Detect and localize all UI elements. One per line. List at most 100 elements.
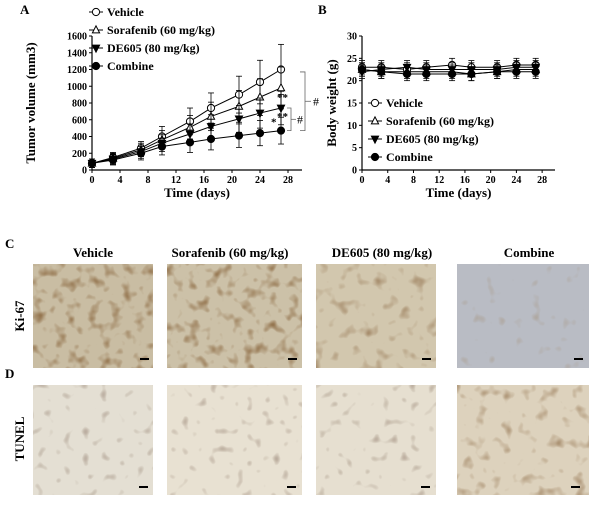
y-tick-label: 15 xyxy=(347,99,357,110)
legend-label: Vehicle xyxy=(386,96,424,110)
data-point xyxy=(234,115,244,125)
x-tick-label: 4 xyxy=(385,175,390,186)
series-line xyxy=(91,87,282,164)
data-point xyxy=(422,69,431,79)
x-tick-label: 12 xyxy=(434,175,444,186)
data-point xyxy=(206,123,216,132)
legend-marker xyxy=(370,98,380,108)
micrograph-ki67-vehicle xyxy=(33,264,153,368)
x-axis-label: Time (days) xyxy=(164,185,230,200)
micrograph-tunel-sorafenib xyxy=(167,385,302,495)
x-tick-label: 8 xyxy=(146,175,151,186)
legend-marker xyxy=(91,24,101,34)
micrograph-tunel-de605 xyxy=(316,385,436,495)
x-tick-label: 20 xyxy=(486,175,496,186)
data-point xyxy=(447,69,457,79)
legend-marker xyxy=(91,7,101,17)
legend-marker xyxy=(370,115,380,125)
data-point xyxy=(531,67,540,76)
x-tick-label: 20 xyxy=(227,175,237,186)
y-tick-label: 0 xyxy=(82,166,87,177)
legend: Vehicle Sorafenib (60 mg/kg) DE605 (80 mg/… xyxy=(368,96,494,164)
data-point xyxy=(87,159,97,168)
data-point xyxy=(255,129,265,138)
legend-label: Sorafenib (60 mg/kg) xyxy=(386,114,494,128)
x-tick-label: 16 xyxy=(460,175,470,186)
legend-label: Combine xyxy=(386,150,433,164)
x-tick-label: 16 xyxy=(199,175,209,186)
x-tick-label: 28 xyxy=(537,175,547,186)
x-tick-label: 24 xyxy=(511,175,521,186)
data-point xyxy=(255,109,265,119)
column-label-sorafenib: Sorafenib (60 mg/kg) xyxy=(172,245,289,260)
data-point xyxy=(276,126,286,135)
y-tick-label: 1400 xyxy=(67,48,87,59)
legend-marker xyxy=(370,135,380,145)
annotation-double-asterisk: ** xyxy=(277,92,289,104)
y-tick-label: 30 xyxy=(347,32,357,43)
micrograph-ki67-sorafenib xyxy=(167,264,302,368)
x-tick-label: 4 xyxy=(118,175,123,186)
series-sorafenib-60-mg-kg xyxy=(87,66,286,168)
data-point xyxy=(108,155,118,165)
legend: Vehicle Sorafenib (60 mg/kg) DE605 (80 mg/… xyxy=(89,5,215,73)
row-label-ki67: Ki-67 xyxy=(12,300,27,332)
micrograph-tunel-combine xyxy=(457,385,589,495)
legend-label: Vehicle xyxy=(107,5,145,19)
legend-label: Sorafenib (60 mg/kg) xyxy=(107,23,215,37)
data-point xyxy=(136,149,146,158)
data-point xyxy=(234,131,244,140)
y-tick-label: 10 xyxy=(347,121,357,132)
row-label-tunel: TUNEL xyxy=(12,416,27,461)
y-axis-label: Tumor volume (mm3) xyxy=(23,42,38,163)
data-point xyxy=(157,142,167,151)
series-combine xyxy=(87,116,286,168)
y-tick-label: 5 xyxy=(352,143,357,154)
micrograph-tunel-vehicle xyxy=(33,385,153,495)
y-tick-label: 600 xyxy=(72,115,87,126)
column-label-de605: DE605 (80 mg/kg) xyxy=(332,245,432,260)
legend-marker xyxy=(91,61,101,71)
x-tick-label: 12 xyxy=(171,175,181,186)
annotation-double-asterisk: ** xyxy=(277,111,289,123)
y-tick-label: 1200 xyxy=(67,65,87,76)
data-point xyxy=(493,67,502,76)
panel-label-a: A xyxy=(20,2,30,17)
data-point xyxy=(276,82,286,92)
data-point xyxy=(357,65,367,74)
y-axis-label: Body weight (g) xyxy=(324,59,339,146)
legend-label: Combine xyxy=(107,59,154,73)
data-point xyxy=(467,69,476,79)
panel-label-d: D xyxy=(5,366,14,381)
data-point xyxy=(377,67,386,76)
series-line xyxy=(91,69,282,164)
y-tick-label: 20 xyxy=(347,76,357,87)
x-tick-label: 8 xyxy=(411,175,416,186)
data-point xyxy=(402,69,412,79)
legend-marker xyxy=(91,44,101,54)
panel-label-c: C xyxy=(5,236,14,251)
x-tick-label: 28 xyxy=(283,175,293,186)
y-tick-label: 400 xyxy=(72,132,87,143)
x-tick-label: 0 xyxy=(360,175,365,186)
legend-label: DE605 (80 mg/kg) xyxy=(386,132,479,146)
y-tick-label: 1600 xyxy=(67,32,87,43)
data-point xyxy=(206,134,216,144)
legend-label: DE605 (80 mg/kg) xyxy=(107,41,200,55)
data-point xyxy=(512,67,521,76)
chart-tumor-volume: 0 200 400 600 800 1000 1200 1400 1600 0 4 8 12 16 20 24… xyxy=(23,5,319,200)
series-combine xyxy=(357,62,540,82)
data-point xyxy=(185,138,195,147)
annotation-hash: # xyxy=(297,112,303,126)
annotation-hash: # xyxy=(313,94,319,108)
y-tick-label: 25 xyxy=(347,54,357,65)
chart-body-weight: 0 5 10 15 20 25 30 0 4 8 12 16 20 24 28 Time (days) Body… xyxy=(324,32,555,200)
annotation-asterisk: * xyxy=(271,117,277,129)
y-tick-label: 800 xyxy=(72,99,87,110)
x-axis-label: Time (days) xyxy=(426,185,492,200)
x-tick-label: 0 xyxy=(90,175,95,186)
column-label-vehicle: Vehicle xyxy=(73,245,113,260)
y-tick-label: 200 xyxy=(72,149,87,160)
micrograph-ki67-de605 xyxy=(316,264,436,368)
